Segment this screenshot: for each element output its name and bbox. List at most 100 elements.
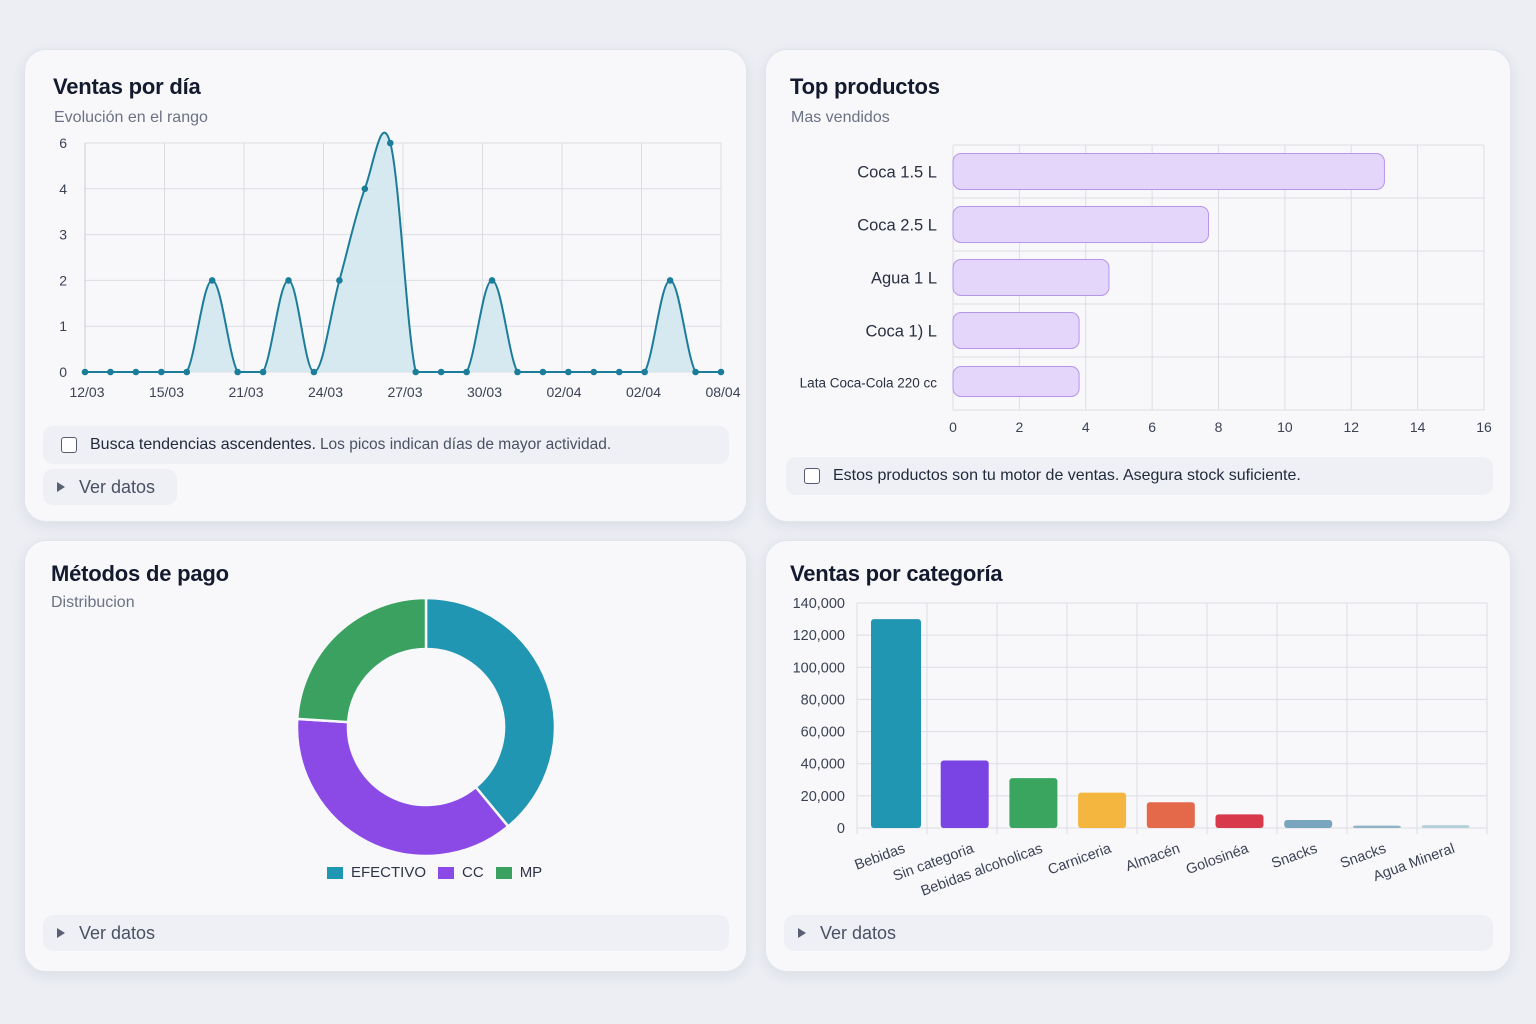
series-line: [85, 131, 721, 374]
category-label: Golosinéa: [1184, 840, 1252, 878]
x-tick-label: 02/04: [546, 384, 581, 400]
data-point: [437, 368, 445, 376]
card-title: Ventas por día: [53, 74, 201, 99]
view-data-label: Ver datos: [79, 476, 156, 497]
data-point: [590, 368, 598, 376]
x-tick-label: 30/03: [467, 384, 502, 400]
y-tick-label: 3: [59, 227, 67, 243]
card-subtitle: Evolución en el rango: [54, 109, 208, 126]
x-tick-label: 4: [1082, 419, 1090, 435]
category-label: Almacén: [1124, 841, 1182, 875]
data-point: [285, 277, 292, 284]
view-data-label: Ver datos: [79, 922, 156, 943]
legend-label: EFECTIVO: [351, 864, 427, 881]
view-data-toggle[interactable]: Ver datos: [43, 469, 177, 505]
category-label: Coca 1) L: [865, 323, 937, 341]
x-tick-label: 12: [1343, 419, 1359, 435]
donut-slice-cc: [295, 717, 510, 858]
legend-label: CC: [462, 864, 484, 881]
x-tick-label: 27/03: [387, 384, 422, 400]
bar: [1009, 778, 1058, 828]
bar: [1284, 819, 1333, 828]
data-point: [234, 368, 241, 376]
data-point: [615, 368, 623, 376]
category-label: Bebidas alcoholicas: [919, 841, 1045, 900]
bar: [952, 206, 1210, 243]
legend-swatch: [327, 866, 343, 879]
y-tick-label: 140,000: [793, 596, 845, 612]
card-title: Top productos: [790, 74, 940, 99]
disclosure-triangle-icon: [798, 928, 806, 938]
x-tick-label: 21/03: [228, 384, 263, 400]
data-point: [666, 277, 674, 284]
data-point: [717, 368, 725, 376]
bar: [952, 153, 1385, 190]
note-text: Los picos indican días de mayor activida…: [319, 436, 612, 453]
data-point: [336, 277, 343, 284]
bar: [952, 312, 1080, 349]
bar: [1146, 802, 1195, 828]
bar: [952, 259, 1110, 296]
data-point: [692, 368, 699, 376]
card-title: Ventas por categoría: [790, 561, 1003, 586]
data-point: [514, 368, 521, 376]
y-tick-label: 0: [59, 364, 67, 380]
x-tick-label: 02/04: [626, 384, 661, 400]
data-point: [463, 368, 470, 376]
data-point: [259, 368, 267, 376]
data-point: [565, 368, 572, 376]
legend-item[interactable]: MP: [495, 864, 543, 881]
view-data-toggle[interactable]: Ver datos: [784, 915, 1493, 951]
note-checkbox[interactable]: [61, 437, 77, 453]
bar: [1215, 814, 1264, 828]
data-point: [183, 368, 191, 376]
data-point: [132, 368, 140, 376]
x-tick-label: 10: [1277, 419, 1293, 435]
y-tick-label: 4: [59, 181, 67, 197]
payment-methods-card: Métodos de pago Distribucion EFECTIVO CC M…: [24, 540, 747, 972]
data-point: [310, 368, 318, 376]
category-label: Coca 2.5 L: [857, 217, 937, 235]
insight-note: Estos productos son tu motor de ventas. …: [786, 457, 1493, 495]
bar: [1421, 825, 1470, 828]
bar: [940, 760, 989, 828]
sales-by-category-card: Ventas por categoría 0 20,000 40,000 60,000…: [765, 540, 1511, 972]
y-tick-label: 6: [59, 135, 67, 151]
card-subtitle: Mas vendidos: [791, 109, 890, 126]
category-label: Agua 1 L: [871, 270, 937, 288]
data-point: [641, 368, 648, 376]
legend-item[interactable]: EFECTIVO: [327, 864, 426, 881]
legend-item[interactable]: CC: [438, 864, 484, 881]
top-products-bar-chart: 0 2 4 6 8 10 12 14 16 Coca 1.5 L Coca 2.5 L Agua 1 …: [800, 144, 1492, 435]
data-point: [361, 185, 369, 193]
x-tick-label: 16: [1476, 419, 1492, 435]
view-data-toggle[interactable]: Ver datos: [43, 915, 729, 951]
area-fill: [85, 132, 721, 372]
category-label: Coca 1.5 L: [857, 164, 937, 182]
x-tick-label: 12/03: [69, 384, 104, 400]
bar: [952, 366, 1080, 397]
category-bar-chart: 0 20,000 40,000 60,000 80,000 100,000 120,000 1…: [793, 596, 1488, 900]
donut-slice-efectivo: [424, 596, 557, 829]
bar: [1078, 792, 1127, 828]
x-tick-label: 6: [1148, 419, 1156, 435]
data-point: [539, 368, 547, 376]
card-title: Métodos de pago: [51, 561, 229, 586]
x-tick-label: 2: [1015, 419, 1023, 435]
data-point: [107, 368, 114, 376]
note-checkbox[interactable]: [804, 468, 820, 484]
bar: [871, 619, 921, 828]
category-label: Snacks: [1269, 841, 1319, 872]
x-tick-label: 08/04: [705, 384, 740, 400]
x-tick-label: 8: [1215, 419, 1223, 435]
insight-note: Busca tendencias ascendentes. Los picos …: [43, 426, 729, 464]
top-products-card: Top productos Mas vendidos 0 2 4 6 8 10 12 14 16…: [765, 49, 1511, 522]
x-tick-label: 0: [949, 419, 957, 435]
legend-swatch: [438, 866, 455, 879]
y-tick-label: 80,000: [801, 692, 845, 708]
note-bold-text: Busca tendencias ascendentes.: [90, 436, 316, 453]
y-tick-label: 2: [59, 272, 67, 288]
category-label: Carniceria: [1046, 840, 1114, 878]
legend-label: MP: [519, 864, 543, 881]
